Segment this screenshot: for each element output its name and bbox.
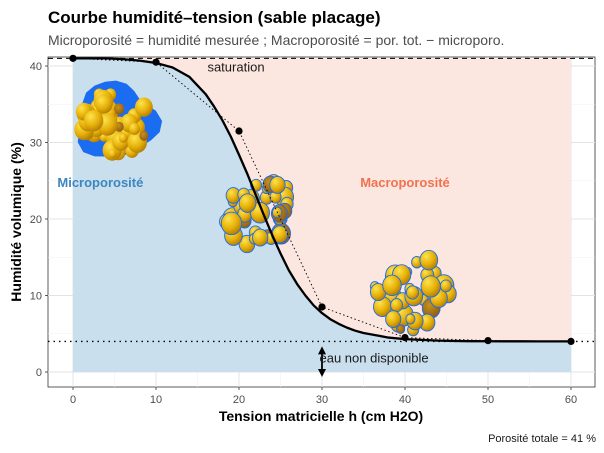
saturation-label: saturation — [207, 59, 264, 74]
macroporosity-label: Macroporosité — [360, 175, 450, 190]
data-point — [484, 337, 492, 345]
sand-grain — [439, 279, 452, 293]
sand-grain — [419, 249, 439, 271]
data-point — [401, 333, 409, 342]
data-point — [69, 54, 77, 62]
data-point — [318, 303, 326, 311]
sand-grain — [396, 324, 406, 335]
y-tick-label: 20 — [30, 214, 42, 226]
data-point — [152, 58, 160, 66]
arrow-head-down — [318, 369, 326, 377]
sand-grain — [139, 130, 149, 141]
sand-grain — [390, 298, 404, 313]
non-available-label: eau non disponible — [320, 350, 429, 365]
data-points — [69, 54, 575, 345]
sand-grain — [108, 149, 117, 159]
sand-grain — [128, 122, 140, 135]
microporosity-area — [73, 58, 571, 372]
x-axis-label: Tension matricielle h (cm H2O) — [219, 408, 423, 424]
fitted-curve — [73, 57, 571, 343]
chart-title: Courbe humidité–tension (sable placage) — [48, 8, 381, 27]
sand-grain — [238, 193, 257, 213]
macroporosity-area — [73, 58, 571, 342]
sand-grain — [385, 310, 402, 328]
sand-grain — [382, 274, 402, 296]
pore-cluster-saturated — [74, 80, 163, 161]
microporosity-label: Microporosité — [57, 175, 143, 190]
sand-grain — [95, 94, 113, 114]
data-point — [567, 337, 575, 345]
y-tick-label: 10 — [30, 291, 42, 303]
x-tick-label: 10 — [150, 394, 162, 406]
sand-grain — [135, 97, 153, 117]
y-tick-label: 0 — [36, 367, 42, 379]
sand-grain — [220, 211, 243, 236]
non-available-arrow — [318, 346, 326, 377]
axis-ticks: 0 10 20 30 40 50 60 0 10 20 30 40 — [30, 61, 577, 406]
x-tick-label: 60 — [565, 394, 577, 406]
x-tick-label: 20 — [233, 394, 245, 406]
sand-grain — [114, 103, 125, 115]
y-axis-label: Humidité volumique (%) — [8, 142, 24, 301]
data-point — [235, 127, 243, 135]
arrow-head-up — [318, 346, 326, 355]
x-tick-label: 50 — [482, 394, 494, 406]
caption-total-porosity: Porosité totale = 41 % — [488, 433, 596, 445]
pore-illustrations — [74, 80, 457, 337]
y-tick-label: 40 — [30, 61, 42, 73]
chart-subtitle: Microporosité = humidité mesurée ; Macro… — [48, 32, 504, 48]
sand-grain — [405, 285, 420, 300]
x-tick-label: 0 — [70, 394, 76, 406]
pore-cluster-dry — [369, 249, 457, 337]
sand-grain — [405, 313, 416, 325]
sand-grain — [420, 275, 441, 298]
sand-grain — [252, 228, 269, 247]
x-tick-label: 30 — [316, 394, 328, 406]
y-tick-label: 30 — [30, 138, 42, 150]
x-tick-label: 40 — [399, 394, 411, 406]
sand-grain — [83, 110, 104, 132]
sand-grain — [269, 175, 286, 194]
porosity-areas — [73, 58, 571, 372]
sand-grain — [119, 133, 128, 143]
reference-lines — [48, 57, 595, 343]
